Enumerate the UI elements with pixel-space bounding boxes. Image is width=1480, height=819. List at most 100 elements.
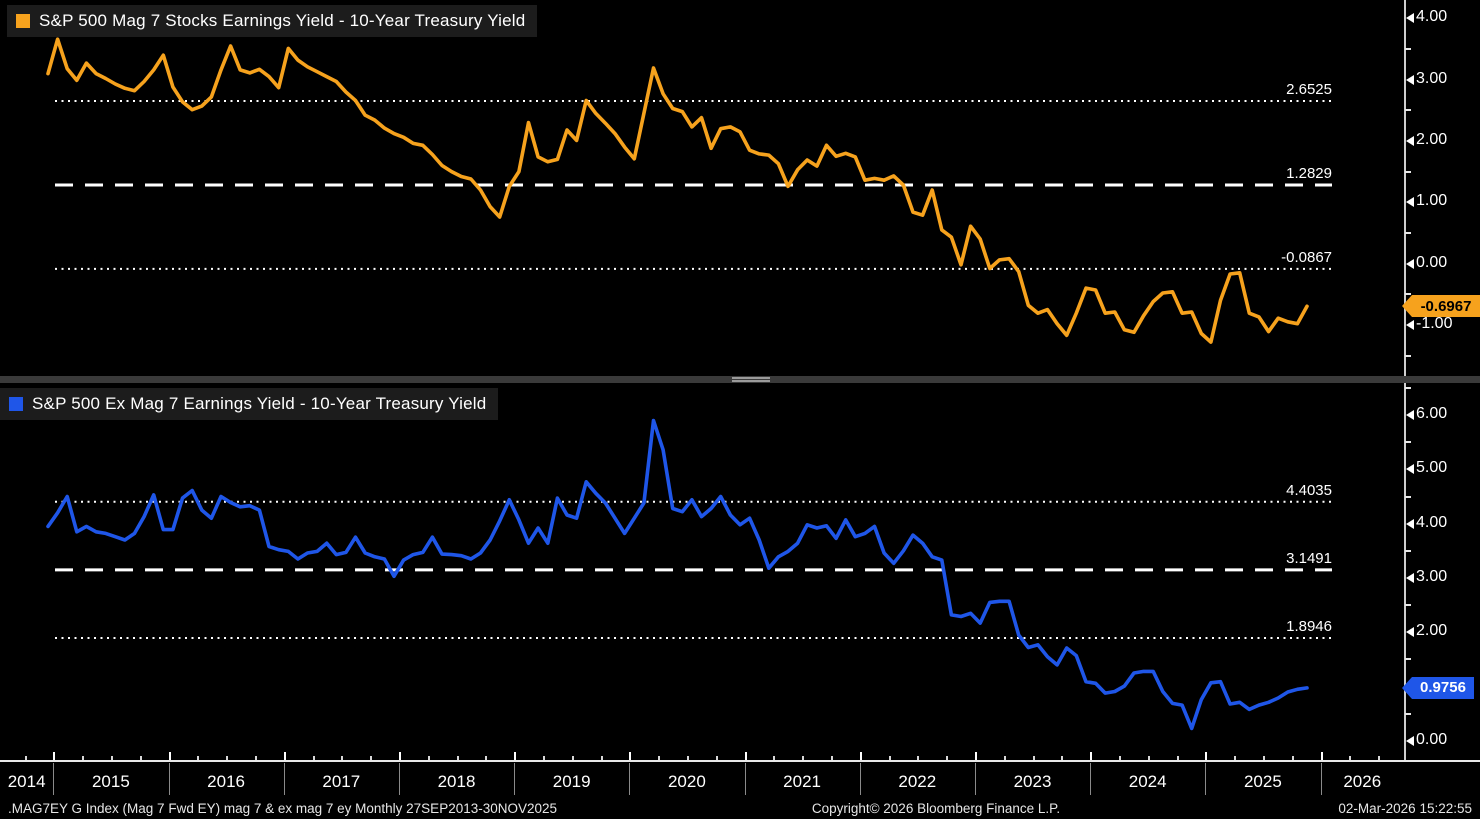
x-tick-quarter	[226, 756, 229, 760]
x-tick-january	[974, 752, 977, 760]
x-tick-quarter	[1378, 756, 1381, 760]
y-tick-arrow-icon	[1406, 13, 1414, 24]
divider-drag-handle[interactable]	[732, 377, 770, 382]
status-bar: .MAG7EY G Index (Mag 7 Fwd EY) mag 7 & e…	[0, 797, 1480, 819]
y-tick-label: 3.00	[1416, 69, 1448, 87]
y-tick-minor	[1405, 712, 1411, 715]
y-tick-minor	[1405, 231, 1411, 234]
y-tick-arrow-icon	[1406, 319, 1414, 330]
year-separator	[283, 763, 285, 795]
y-tick-label: 5.00	[1416, 459, 1448, 477]
top-legend[interactable]: S&P 500 Mag 7 Stocks Earnings Yield - 10…	[7, 5, 538, 37]
y-tick-minor	[1405, 109, 1411, 112]
top-chart-panel[interactable]	[0, 0, 1404, 377]
y-tick-minor	[1405, 658, 1411, 661]
x-tick-january	[859, 752, 862, 760]
year-separator	[1320, 763, 1322, 795]
x-tick-quarter	[1147, 756, 1150, 760]
x-tick-quarter	[254, 756, 257, 760]
x-year-label-2024: 2024	[1128, 772, 1167, 791]
badge-left-tip	[1402, 295, 1412, 318]
y-tick-minor	[1405, 386, 1411, 389]
x-tick-january	[1320, 752, 1323, 760]
reference-line-label: 4.4035	[1286, 481, 1332, 499]
x-tick-quarter	[110, 756, 113, 760]
year-separator	[168, 763, 170, 795]
reference-line-label: -0.0867	[1281, 248, 1332, 266]
x-tick-quarter	[370, 756, 373, 760]
y-tick-label: 6.00	[1416, 405, 1448, 423]
year-separator	[629, 763, 631, 795]
x-tick-quarter	[600, 756, 603, 760]
x-tick-quarter	[1291, 756, 1294, 760]
bottom-legend-label: S&P 500 Ex Mag 7 Earnings Yield - 10-Yea…	[32, 394, 487, 413]
reference-line-label: 1.2829	[1286, 164, 1332, 182]
year-separator	[398, 763, 400, 795]
x-tick-quarter	[773, 756, 776, 760]
bottom-chart-panel[interactable]	[0, 383, 1404, 761]
year-separator	[974, 763, 976, 795]
x-tick-january	[168, 752, 171, 760]
ex-mag7-spread-chart	[46, 418, 1332, 731]
x-tick-quarter	[1032, 756, 1035, 760]
x-tick-quarter	[427, 756, 430, 760]
bottom-legend[interactable]: S&P 500 Ex Mag 7 Earnings Yield - 10-Yea…	[0, 388, 499, 420]
x-tick-quarter	[1176, 756, 1179, 760]
x-tick-quarter	[456, 756, 459, 760]
y-tick-label: 3.00	[1416, 567, 1448, 585]
x-tick-quarter	[139, 756, 142, 760]
y-tick-arrow-icon	[1406, 197, 1414, 208]
x-year-label-2020: 2020	[667, 772, 706, 791]
y-tick-label: 2.00	[1416, 622, 1448, 640]
reference-line-label: 2.6525	[1286, 80, 1332, 98]
x-tick-quarter	[658, 756, 661, 760]
x-tick-quarter	[197, 756, 200, 760]
y-tick-minor	[1405, 604, 1411, 607]
x-tick-quarter	[24, 756, 27, 760]
y-tick-label: 4.00	[1416, 513, 1448, 531]
y-tick-arrow-icon	[1406, 464, 1414, 475]
y-tick-label: 1.00	[1416, 192, 1448, 210]
year-separator	[744, 763, 746, 795]
copyright-text: Copyright© 2026 Bloomberg Finance L.P.	[811, 801, 1061, 816]
x-year-label-2016: 2016	[207, 772, 246, 791]
x-tick-quarter	[542, 756, 545, 760]
x-tick-quarter	[917, 756, 920, 760]
ex-mag7-spread-line	[46, 418, 1309, 731]
x-year-label-2023: 2023	[1013, 772, 1052, 791]
mag7-spread-chart	[46, 37, 1332, 344]
y-tick-label: -1.00	[1416, 314, 1453, 332]
y-tick-arrow-icon	[1406, 135, 1414, 146]
y-tick-arrow-icon	[1406, 258, 1414, 269]
x-tick-quarter	[715, 756, 718, 760]
y-tick-arrow-icon	[1406, 735, 1414, 746]
timestamp: 02-Mar-2026 15:22:55	[1338, 801, 1472, 816]
x-year-label-2014: 2014	[7, 772, 46, 791]
y-tick-label: 4.00	[1416, 8, 1448, 26]
x-tick-january	[1090, 752, 1093, 760]
orange-last-value: -0.6967	[1420, 297, 1472, 315]
x-tick-january	[283, 752, 286, 760]
badge-left-tip	[1402, 676, 1412, 699]
x-year-label-2018: 2018	[437, 772, 476, 791]
x-tick-quarter	[1262, 756, 1265, 760]
x-tick-quarter	[341, 756, 344, 760]
y-tick-arrow-icon	[1406, 410, 1414, 421]
x-tick-quarter	[1003, 756, 1006, 760]
y-tick-label: 0.00	[1416, 730, 1448, 748]
blue-series-swatch-icon	[9, 397, 23, 411]
y-tick-minor	[1405, 354, 1411, 357]
blue-last-value: 0.9756	[1420, 679, 1466, 697]
x-tick-quarter	[1118, 756, 1121, 760]
y-tick-arrow-icon	[1406, 74, 1414, 85]
y-tick-minor	[1405, 549, 1411, 552]
y-tick-arrow-icon	[1406, 627, 1414, 638]
y-tick-arrow-icon	[1406, 518, 1414, 529]
reference-line-label: 3.1491	[1286, 549, 1332, 567]
year-separator	[859, 763, 861, 795]
orange-last-value-badge: -0.6967	[1402, 295, 1480, 318]
x-tick-quarter	[1234, 756, 1237, 760]
x-tick-january	[1205, 752, 1208, 760]
x-tick-quarter	[888, 756, 891, 760]
